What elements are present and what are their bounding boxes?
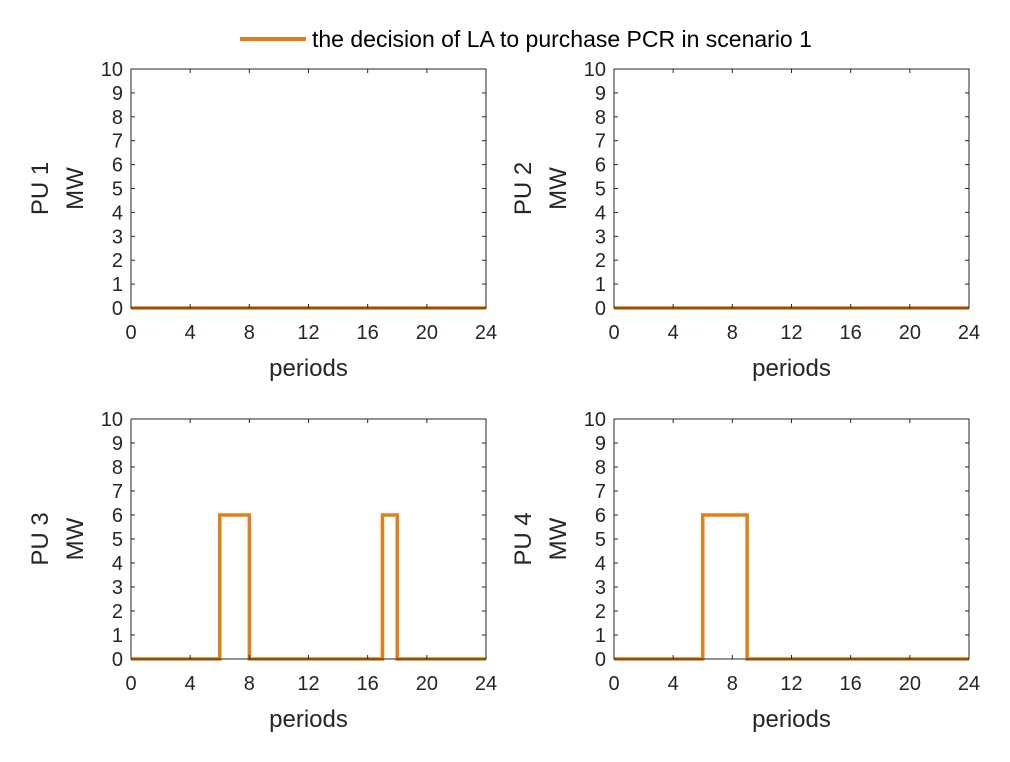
- x-tick-label: 8: [244, 322, 255, 344]
- y-tick-label: 4: [112, 553, 123, 575]
- y-tick-label: 1: [595, 274, 606, 296]
- x-tick-label: 4: [668, 322, 679, 344]
- y-axis-title-pu: PU 1: [27, 162, 54, 215]
- x-tick-label: 8: [244, 673, 255, 695]
- y-tick-label: 5: [595, 529, 606, 551]
- x-tick-label: 24: [958, 322, 980, 344]
- x-tick-label: 12: [297, 673, 319, 695]
- y-tick-label: 6: [112, 505, 123, 527]
- y-tick-label: 5: [595, 179, 606, 201]
- y-axis-title-pu: PU 2: [510, 162, 537, 215]
- y-tick-label: 3: [595, 226, 606, 248]
- plot-area: [614, 69, 969, 308]
- y-tick-label: 2: [112, 601, 123, 623]
- x-tick-label: 24: [475, 673, 497, 695]
- y-tick-label: 7: [595, 481, 606, 503]
- x-tick-label: 24: [958, 673, 980, 695]
- y-tick-label: 1: [112, 625, 123, 647]
- x-axis-title: periods: [752, 706, 831, 733]
- x-tick-label: 0: [608, 322, 619, 344]
- x-tick-label: 4: [185, 673, 196, 695]
- x-axis-title: periods: [269, 355, 348, 382]
- x-tick-label: 20: [416, 322, 438, 344]
- y-tick-label: 5: [112, 179, 123, 201]
- x-tick-label: 0: [125, 322, 136, 344]
- plot-area: [131, 419, 486, 659]
- y-tick-label: 9: [595, 433, 606, 455]
- x-tick-label: 16: [840, 673, 862, 695]
- y-axis-title-unit: MW: [545, 517, 572, 560]
- y-tick-label: 8: [595, 457, 606, 479]
- y-tick-label: 8: [595, 107, 606, 129]
- y-tick-label: 8: [112, 457, 123, 479]
- x-axis-title: periods: [269, 706, 348, 733]
- y-tick-label: 3: [112, 577, 123, 599]
- y-tick-label: 6: [595, 505, 606, 527]
- y-tick-label: 4: [595, 553, 606, 575]
- x-tick-label: 16: [840, 322, 862, 344]
- x-tick-label: 20: [416, 673, 438, 695]
- x-tick-label: 0: [608, 673, 619, 695]
- y-tick-label: 0: [595, 649, 606, 671]
- y-axis-title-pu: PU 3: [27, 512, 54, 565]
- y-tick-label: 6: [112, 155, 123, 177]
- x-tick-label: 4: [668, 673, 679, 695]
- y-tick-label: 7: [112, 131, 123, 153]
- x-tick-label: 20: [899, 673, 921, 695]
- x-tick-label: 8: [727, 322, 738, 344]
- y-tick-label: 4: [595, 202, 606, 224]
- y-axis-title-unit: MW: [545, 167, 572, 210]
- x-tick-label: 16: [357, 673, 379, 695]
- x-tick-label: 20: [899, 322, 921, 344]
- y-axis-title-pu: PU 4: [510, 512, 537, 565]
- y-tick-label: 10: [101, 59, 123, 81]
- y-tick-label: 9: [595, 83, 606, 105]
- y-tick-label: 3: [595, 577, 606, 599]
- y-tick-label: 1: [595, 625, 606, 647]
- plot-area: [131, 69, 486, 308]
- y-tick-label: 2: [595, 250, 606, 272]
- legend: the decision of LA to purchase PCR in sc…: [240, 26, 812, 52]
- y-tick-label: 10: [584, 409, 606, 431]
- y-tick-label: 1: [112, 274, 123, 296]
- y-tick-label: 8: [112, 107, 123, 129]
- y-tick-label: 10: [101, 409, 123, 431]
- y-tick-label: 7: [112, 481, 123, 503]
- y-tick-label: 9: [112, 83, 123, 105]
- x-tick-label: 24: [475, 322, 497, 344]
- x-axis-title: periods: [752, 355, 831, 382]
- x-tick-label: 8: [727, 673, 738, 695]
- y-tick-label: 7: [595, 131, 606, 153]
- y-tick-label: 9: [112, 433, 123, 455]
- x-tick-label: 12: [780, 322, 802, 344]
- x-tick-label: 0: [125, 673, 136, 695]
- x-tick-label: 16: [357, 322, 379, 344]
- y-tick-label: 2: [595, 601, 606, 623]
- x-tick-label: 12: [297, 322, 319, 344]
- x-tick-label: 12: [780, 673, 802, 695]
- y-tick-label: 2: [112, 250, 123, 272]
- y-axis-title-unit: MW: [62, 517, 89, 560]
- y-tick-label: 3: [112, 226, 123, 248]
- y-tick-label: 0: [595, 298, 606, 320]
- plot-area: [614, 419, 969, 659]
- y-tick-label: 6: [595, 155, 606, 177]
- y-tick-label: 10: [584, 59, 606, 81]
- legend-label: the decision of LA to purchase PCR in sc…: [312, 26, 812, 52]
- y-tick-label: 0: [112, 649, 123, 671]
- x-tick-label: 4: [185, 322, 196, 344]
- y-axis-title-unit: MW: [62, 167, 89, 210]
- y-tick-label: 0: [112, 298, 123, 320]
- y-tick-label: 5: [112, 529, 123, 551]
- y-tick-label: 4: [112, 202, 123, 224]
